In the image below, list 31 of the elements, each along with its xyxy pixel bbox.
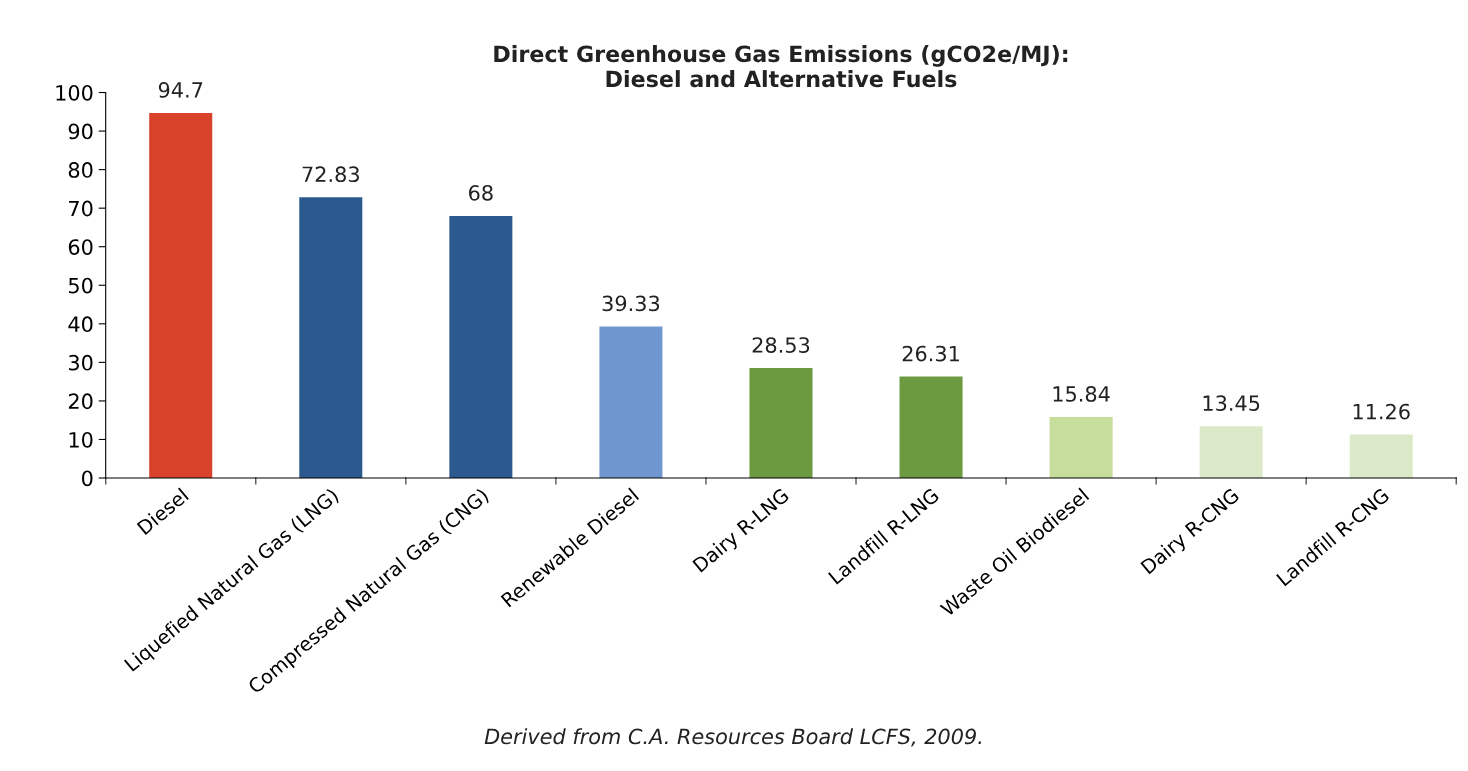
data-label: 15.84 <box>1053 386 1110 402</box>
data-label: 94.7 <box>158 82 203 98</box>
bar <box>299 197 363 479</box>
bar <box>899 376 963 479</box>
data-label: 13.45 <box>1203 395 1260 412</box>
y-tick-label: 80 <box>68 162 93 178</box>
data-label: 28.53 <box>752 337 810 353</box>
bar <box>1049 416 1113 479</box>
chart-title: Direct Greenhouse Gas Emissions (gCO2e/MJ): Diesel and Alternative Fuels <box>494 45 1068 88</box>
data-label: 26.31 <box>902 345 959 362</box>
y-tick-label: 40 <box>68 316 93 333</box>
data-label: 68 <box>469 184 493 201</box>
y-tick-label: 20 <box>68 393 93 410</box>
bar <box>749 368 813 479</box>
bar <box>149 112 213 479</box>
bar <box>1199 426 1263 479</box>
text: Derived from C.A. Resources Board LCFS, 2009. <box>484 728 982 747</box>
y-tick-label: 10 <box>69 431 93 448</box>
y-tick-label: 30 <box>68 354 93 371</box>
bar <box>1349 434 1413 479</box>
bar <box>449 215 513 479</box>
y-tick-label: 60 <box>68 239 93 255</box>
y-tick-label: 0 <box>82 470 93 487</box>
y-tick-label: 90 <box>68 123 93 140</box>
y-tick-label: 100 <box>56 84 93 101</box>
data-label: 39.33 <box>602 295 660 312</box>
bar <box>599 326 663 479</box>
data-label: 72.83 <box>302 166 359 183</box>
y-tick-label: 50 <box>68 277 93 294</box>
data-label: 11.26 <box>1353 403 1410 420</box>
y-tick-label: 70 <box>69 200 93 217</box>
